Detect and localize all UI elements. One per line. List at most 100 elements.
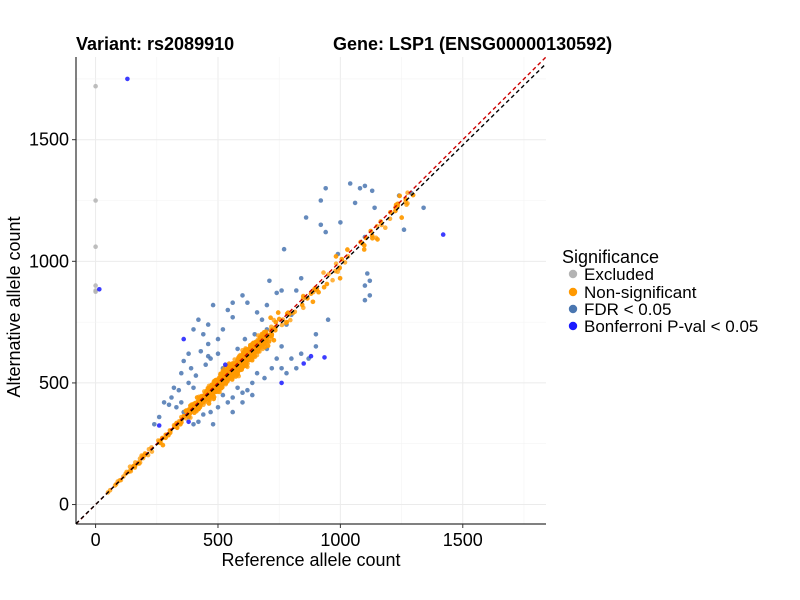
data-point-fdr	[279, 288, 284, 293]
data-point-fdr	[372, 205, 377, 211]
data-point-nonsig	[206, 401, 212, 406]
data-point-nonsig	[158, 440, 163, 446]
legend-marker-fdr	[568, 304, 578, 314]
data-point-fdr	[230, 395, 235, 400]
data-point-fdr	[171, 385, 177, 391]
data-point-bonf	[223, 362, 228, 368]
data-point-fdr	[201, 412, 206, 417]
data-point-nonsig	[239, 367, 244, 372]
data-point-fdr	[225, 307, 231, 313]
data-point-fdr	[196, 317, 201, 323]
data-point-fdr	[240, 400, 245, 405]
x-axis-label: Reference allele count	[221, 550, 400, 570]
legend-marker-nonsig	[568, 287, 578, 297]
data-point-bonf	[186, 419, 191, 425]
data-point-fdr	[191, 327, 196, 332]
data-point-nonsig	[128, 469, 134, 474]
data-point-nonsig	[288, 317, 293, 323]
chart-title-gene: Gene: LSP1 (ENSG00000130592)	[333, 34, 612, 54]
reference-line-identity	[75, 56, 547, 525]
data-point-nonsig	[397, 193, 403, 199]
y-axis-label: Alternative allele count	[4, 216, 24, 397]
data-point-fdr	[250, 380, 255, 386]
data-point-fdr	[210, 422, 216, 427]
data-point-nonsig	[266, 339, 272, 344]
data-point-nonsig	[239, 358, 244, 363]
data-point-bonf	[308, 353, 314, 359]
data-point-nonsig	[211, 396, 216, 402]
data-point-fdr	[191, 422, 196, 427]
data-point-nonsig	[268, 315, 273, 321]
data-point-fdr	[215, 405, 221, 410]
data-point-fdr	[325, 317, 331, 323]
data-point-fdr	[179, 370, 184, 376]
data-point-fdr	[240, 390, 245, 396]
data-point-fdr	[274, 290, 280, 296]
data-point-fdr	[186, 351, 191, 357]
data-point-nonsig	[179, 420, 184, 425]
legend-label-nonsig: Non-significant	[584, 283, 697, 302]
data-point-nonsig	[361, 247, 367, 252]
data-point-nonsig	[324, 281, 330, 287]
y-tick-label: 500	[39, 373, 69, 393]
x-tick-label: 1500	[443, 530, 483, 550]
data-point-fdr	[220, 327, 226, 332]
data-point-fdr	[193, 373, 199, 378]
data-point-fdr	[250, 392, 255, 398]
grid-lines	[76, 57, 546, 524]
data-point-fdr	[279, 366, 284, 371]
data-point-fdr	[298, 351, 304, 357]
data-point-fdr	[303, 215, 309, 220]
data-point-nonsig	[335, 269, 341, 275]
x-tick-label: 0	[91, 530, 101, 550]
data-point-fdr	[191, 385, 196, 391]
data-point-bonf	[301, 361, 307, 366]
data-point-nonsig	[342, 260, 348, 265]
data-point-nonsig	[370, 236, 375, 241]
data-point-fdr	[294, 288, 299, 293]
data-point-fdr	[215, 351, 221, 357]
data-point-excluded	[93, 244, 98, 249]
data-point-nonsig	[271, 338, 277, 343]
data-point-fdr	[205, 322, 211, 327]
data-points	[93, 76, 446, 495]
data-point-fdr	[230, 409, 235, 415]
y-tick-label: 1000	[29, 251, 69, 271]
legend-label-fdr: FDR < 0.05	[584, 300, 671, 319]
data-point-fdr	[323, 186, 329, 191]
data-point-fdr	[357, 186, 363, 191]
data-point-fdr	[352, 200, 358, 206]
data-point-nonsig	[383, 225, 388, 230]
data-point-nonsig	[326, 272, 331, 277]
data-point-fdr	[421, 205, 426, 211]
data-point-fdr	[289, 356, 294, 361]
data-point-fdr	[240, 293, 245, 298]
data-point-nonsig	[275, 310, 281, 315]
legend-label-bonferroni: Bonferroni P-val < 0.05	[584, 317, 758, 336]
data-point-nonsig	[196, 405, 201, 410]
data-point-nonsig	[209, 382, 214, 388]
data-point-fdr	[294, 366, 299, 371]
data-point-fdr	[235, 346, 240, 352]
data-point-fdr	[254, 310, 260, 315]
data-point-bonf	[156, 423, 162, 428]
data-point-nonsig	[239, 353, 244, 358]
data-point-fdr	[166, 402, 172, 408]
data-point-bonf	[181, 336, 186, 342]
axes: 0 500 1000 1500 0 500 1000 1500	[29, 57, 546, 550]
legend-marker-excluded	[568, 269, 578, 279]
data-point-fdr	[362, 183, 368, 189]
data-point-excluded	[93, 289, 98, 295]
data-point-fdr	[188, 366, 194, 371]
data-point-fdr	[235, 385, 240, 391]
data-point-nonsig	[149, 449, 155, 454]
data-point-excluded	[93, 283, 98, 288]
data-point-fdr	[269, 366, 275, 371]
legend-marker-bonferroni	[568, 321, 578, 331]
data-point-nonsig	[405, 190, 410, 195]
data-point-fdr	[279, 344, 284, 349]
data-point-nonsig	[217, 386, 222, 392]
data-point-nonsig	[337, 276, 343, 281]
data-point-fdr	[201, 332, 206, 337]
data-point-fdr	[318, 222, 324, 228]
